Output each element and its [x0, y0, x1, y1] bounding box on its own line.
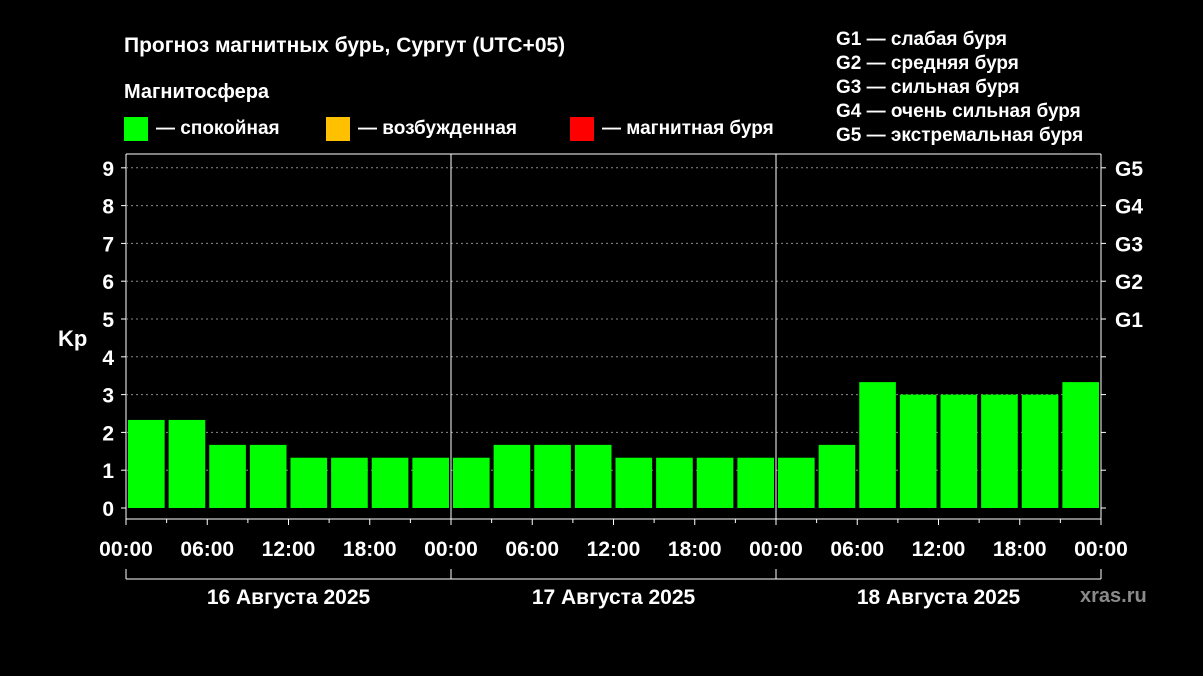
x-tick-label: 18:00	[668, 538, 722, 561]
y-tick-label: 7	[102, 233, 114, 256]
kp-bar	[778, 457, 815, 508]
g-scale-legend: G1 — слабая буря G2 — средняя буря G3 — …	[836, 28, 1083, 148]
kp-bar	[1062, 382, 1099, 508]
x-tick-label: 06:00	[505, 538, 559, 561]
kp-bar	[453, 457, 490, 508]
kp-bar	[249, 444, 287, 508]
legend-item-storm: — магнитная буря	[570, 117, 774, 141]
kp-bar	[371, 457, 409, 508]
x-tick-label: 00:00	[1074, 538, 1128, 561]
y-tick-label: 9	[102, 158, 114, 181]
g-tick-label: G2	[1115, 271, 1143, 294]
kp-bar	[493, 444, 531, 508]
kp-bar	[981, 394, 1018, 508]
g-tick-label: G3	[1115, 233, 1143, 256]
watermark: xras.ru	[1080, 585, 1147, 607]
y-tick-label: 8	[102, 196, 114, 219]
y-tick-label: 0	[102, 498, 114, 521]
x-tick-label: 00:00	[749, 538, 803, 561]
kp-bar	[940, 394, 978, 508]
g2-legend-item: G2 — средняя буря	[836, 53, 1019, 74]
kp-bar	[168, 419, 206, 508]
g-tick-label: G5	[1115, 158, 1143, 181]
x-tick-label: 06:00	[180, 538, 234, 561]
y-tick-label: 1	[102, 460, 114, 483]
kp-bar	[290, 457, 328, 508]
kp-bar	[615, 457, 653, 508]
legend-label-storm: — магнитная буря	[602, 118, 774, 139]
x-tick-label: 18:00	[343, 538, 397, 561]
legend-item-excited: — возбужденная	[326, 117, 517, 141]
storm-swatch	[570, 117, 594, 141]
legend-label-calm: — спокойная	[156, 118, 280, 139]
kp-bar	[859, 382, 896, 508]
x-tick-label: 00:00	[99, 538, 153, 561]
g5-legend-item: G5 — экстремальная буря	[836, 125, 1084, 146]
excited-swatch	[326, 117, 350, 141]
kp-bar	[656, 457, 693, 508]
x-tick-label: 00:00	[424, 538, 478, 561]
day-label: 16 Августа 2025	[207, 586, 371, 609]
kp-bar	[899, 394, 937, 508]
y-axis-label: Kp	[58, 326, 87, 351]
kp-bar	[128, 419, 165, 508]
kp-bar	[574, 444, 612, 508]
kp-bar	[412, 457, 449, 508]
g-tick-label: G4	[1115, 196, 1143, 219]
kp-bar	[696, 457, 734, 508]
y-tick-label: 6	[102, 271, 114, 294]
y-tick-label: 4	[102, 347, 114, 370]
x-tick-label: 18:00	[993, 538, 1047, 561]
legend-item-calm: — спокойная	[124, 117, 280, 141]
y-tick-label: 5	[102, 309, 114, 332]
magnetosphere-heading: Магнитосфера	[124, 81, 270, 103]
day-label: 18 Августа 2025	[857, 586, 1021, 609]
g3-legend-item: G3 — сильная буря	[836, 77, 1020, 98]
kp-bar	[737, 457, 774, 508]
legend-label-excited: — возбужденная	[358, 118, 518, 139]
x-tick-label: 12:00	[587, 538, 641, 561]
chart-title: Прогноз магнитных бурь, Сургут (UTC+05)	[124, 34, 566, 57]
x-tick-label: 12:00	[912, 538, 966, 561]
y-tick-label: 3	[102, 385, 114, 408]
kp-bar	[1021, 394, 1059, 508]
g1-legend-item: G1 — слабая буря	[836, 29, 1008, 50]
g4-legend-item: G4 — очень сильная буря	[836, 101, 1081, 122]
x-tick-label: 06:00	[830, 538, 884, 561]
calm-swatch	[124, 117, 148, 141]
x-tick-label: 12:00	[262, 538, 316, 561]
kp-bar	[209, 444, 246, 508]
kp-bar	[331, 457, 368, 508]
kp-bar	[534, 444, 571, 508]
kp-bar	[818, 444, 856, 508]
y-tick-label: 2	[102, 422, 114, 445]
g-tick-label: G1	[1115, 309, 1143, 332]
day-label: 17 Августа 2025	[532, 586, 696, 609]
